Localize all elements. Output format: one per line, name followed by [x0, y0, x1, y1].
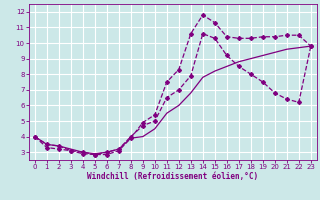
X-axis label: Windchill (Refroidissement éolien,°C): Windchill (Refroidissement éolien,°C): [87, 172, 258, 181]
